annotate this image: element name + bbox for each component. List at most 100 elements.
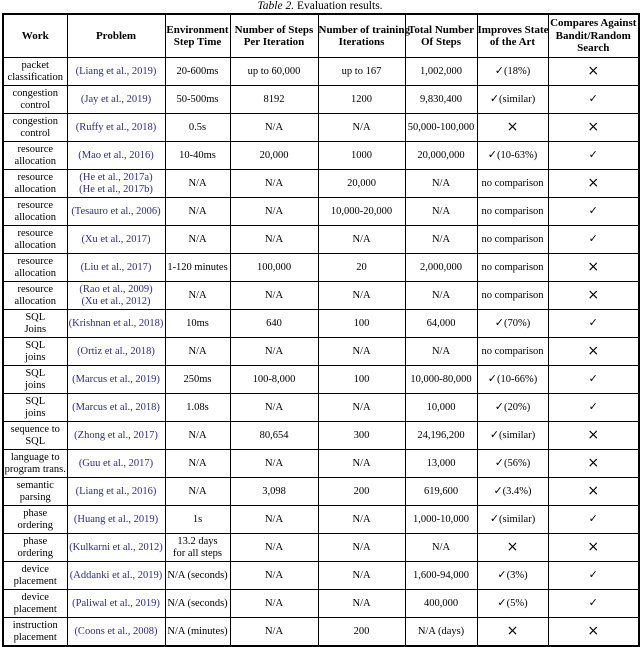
cell-total-steps: 64,000 xyxy=(404,309,478,338)
cell-work: device placement xyxy=(2,589,68,618)
table-row: congestion control (Ruffy et al., 2018) 0.5… xyxy=(2,113,640,142)
citation-link[interactable]: (Coons et al., 2008) xyxy=(66,617,166,647)
cell-steps-per-iteration: N/A xyxy=(229,561,319,590)
cell-training-iterations: up to 167 xyxy=(317,57,406,86)
citation-link[interactable]: (He et al., 2017a) (He et al., 2017b) xyxy=(66,169,166,198)
cell-total-steps: N/A (days) xyxy=(404,617,478,647)
cell-training-iterations: N/A xyxy=(317,225,406,254)
cell-improves-sota: ✓(18%) xyxy=(476,57,549,86)
cross-icon: × xyxy=(506,119,519,135)
cell-step-time: 13.2 days for all steps xyxy=(164,533,231,562)
cell-steps-per-iteration: N/A xyxy=(229,449,319,478)
column-header-compares-bandit: Compares Against Bandit/Random Search xyxy=(547,13,640,58)
cell-compares-bandit: × xyxy=(547,421,640,450)
cell-work: resource allocation xyxy=(2,197,68,226)
cross-icon: × xyxy=(587,483,600,499)
cell-work: resource allocation xyxy=(2,141,68,170)
check-icon: ✓ xyxy=(494,400,504,413)
citation-link[interactable]: (Ruffy et al., 2018) xyxy=(66,113,166,142)
cell-compares-bandit: × xyxy=(547,337,640,366)
citation-link[interactable]: (Liang et al., 2019) xyxy=(66,57,166,86)
citation-link[interactable]: (Jay et al., 2019) xyxy=(66,85,166,114)
cell-steps-per-iteration: N/A xyxy=(229,225,319,254)
check-icon: ✓ xyxy=(588,512,598,525)
cell-training-iterations: N/A xyxy=(317,589,406,618)
cell-improves-sota: × xyxy=(476,113,549,142)
check-icon: ✓ xyxy=(588,596,598,609)
table-row: resource allocation (Rao et al., 2009) (Xu … xyxy=(2,281,640,310)
cell-step-time: 10-40ms xyxy=(164,141,231,170)
cell-work: SQL joins xyxy=(2,365,68,394)
citation-link[interactable]: (Tesauro et al., 2006) xyxy=(66,197,166,226)
cell-total-steps: N/A xyxy=(404,337,478,366)
citation-link[interactable]: (Krishnan et al., 2018) xyxy=(66,309,166,338)
cell-steps-per-iteration: N/A xyxy=(229,281,319,310)
cell-step-time: 0.5s xyxy=(164,113,231,142)
cell-steps-per-iteration: 3,098 xyxy=(229,477,319,506)
column-header-steps-per-iteration: Number of Steps Per Iteration xyxy=(229,13,319,58)
cell-improves-sota: ✓(3.4%) xyxy=(476,477,549,506)
table-row: phase ordering (Huang et al., 2019) 1s N/A N/… xyxy=(2,505,640,534)
cell-improves-sota: × xyxy=(476,617,549,647)
cell-training-iterations: 300 xyxy=(317,421,406,450)
cell-step-time: 1s xyxy=(164,505,231,534)
table-row: SQL joins (Marcus et al., 2019) 250ms 100-8,… xyxy=(2,365,640,394)
cell-work: resource allocation xyxy=(2,281,68,310)
cell-total-steps: 9,830,400 xyxy=(404,85,478,114)
column-header-improves-sota: Improves State of the Art xyxy=(476,13,549,58)
cell-improves-sota: ✓(20%) xyxy=(476,393,549,422)
cross-icon: × xyxy=(587,175,600,191)
cell-steps-per-iteration: 80,654 xyxy=(229,421,319,450)
citation-link[interactable]: (Zhong et al., 2017) xyxy=(66,421,166,450)
cell-compares-bandit: × xyxy=(547,281,640,310)
citation-link[interactable]: (Liang et al., 2016) xyxy=(66,477,166,506)
cell-compares-bandit: ✓ xyxy=(547,309,640,338)
citation-link[interactable]: (Paliwal et al., 2019) xyxy=(66,589,166,618)
citation-link[interactable]: (Mao et al., 2016) xyxy=(66,141,166,170)
cross-icon: × xyxy=(587,259,600,275)
cell-training-iterations: 200 xyxy=(317,477,406,506)
cell-improves-sota: no comparison xyxy=(476,197,549,226)
citation-link[interactable]: (Guu et al., 2017) xyxy=(66,449,166,478)
cell-compares-bandit: ✓ xyxy=(547,393,640,422)
cross-icon: × xyxy=(587,455,600,471)
check-icon: ✓ xyxy=(489,512,500,525)
citation-link[interactable]: (Rao et al., 2009) (Xu et al., 2012) xyxy=(66,281,166,310)
citation-link[interactable]: (Liu et al., 2017) xyxy=(66,253,166,282)
cell-training-iterations: N/A xyxy=(317,281,406,310)
cell-step-time: N/A xyxy=(164,169,231,198)
cell-improves-sota: ✓(56%) xyxy=(476,449,549,478)
citation-link[interactable]: (Marcus et al., 2019) xyxy=(66,365,166,394)
cell-total-steps: N/A xyxy=(404,225,478,254)
cell-steps-per-iteration: 8192 xyxy=(229,85,319,114)
citation-link[interactable]: (Marcus et al., 2018) xyxy=(66,393,166,422)
cell-steps-per-iteration: N/A xyxy=(229,169,319,198)
column-header-work: Work xyxy=(2,13,68,58)
cell-step-time: 1-120 minutes xyxy=(164,253,231,282)
table-row: SQL joins (Ortiz et al., 2018) N/A N/A N/A N/A… xyxy=(2,337,640,366)
cell-compares-bandit: × xyxy=(547,169,640,198)
citation-link[interactable]: (Huang et al., 2019) xyxy=(66,505,166,534)
table-row: resource allocation (Mao et al., 2016) 10-4… xyxy=(2,141,640,170)
citation-link[interactable]: (Ortiz et al., 2018) xyxy=(66,337,166,366)
table-row: semantic parsing (Liang et al., 2016) N/A 3,… xyxy=(2,477,640,506)
citation-link[interactable]: (Xu et al., 2017) xyxy=(66,225,166,254)
cell-step-time: N/A (seconds) xyxy=(164,561,231,590)
column-header-total-steps: Total Number Of Steps xyxy=(404,13,478,58)
check-icon: ✓ xyxy=(497,568,507,581)
cell-total-steps: 20,000,000 xyxy=(404,141,478,170)
cell-steps-per-iteration: N/A xyxy=(229,533,319,562)
cell-compares-bandit: ✓ xyxy=(547,505,640,534)
column-header-problem: Problem xyxy=(66,13,166,58)
check-icon: ✓ xyxy=(494,64,504,77)
cell-total-steps: 619,600 xyxy=(404,477,478,506)
cell-total-steps: 10,000-80,000 xyxy=(404,365,478,394)
citation-link[interactable]: (Addanki et al., 2019) xyxy=(66,561,166,590)
cell-compares-bandit: × xyxy=(547,617,640,647)
citation-link[interactable]: (Kulkarni et al., 2012) xyxy=(66,533,166,562)
cell-compares-bandit: ✓ xyxy=(547,365,640,394)
cell-improves-sota: × xyxy=(476,533,549,562)
check-icon: ✓ xyxy=(494,316,504,329)
cell-work: phase ordering xyxy=(2,505,68,534)
table-row: SQL Joins (Krishnan et al., 2018) 10ms 640 10… xyxy=(2,309,640,338)
